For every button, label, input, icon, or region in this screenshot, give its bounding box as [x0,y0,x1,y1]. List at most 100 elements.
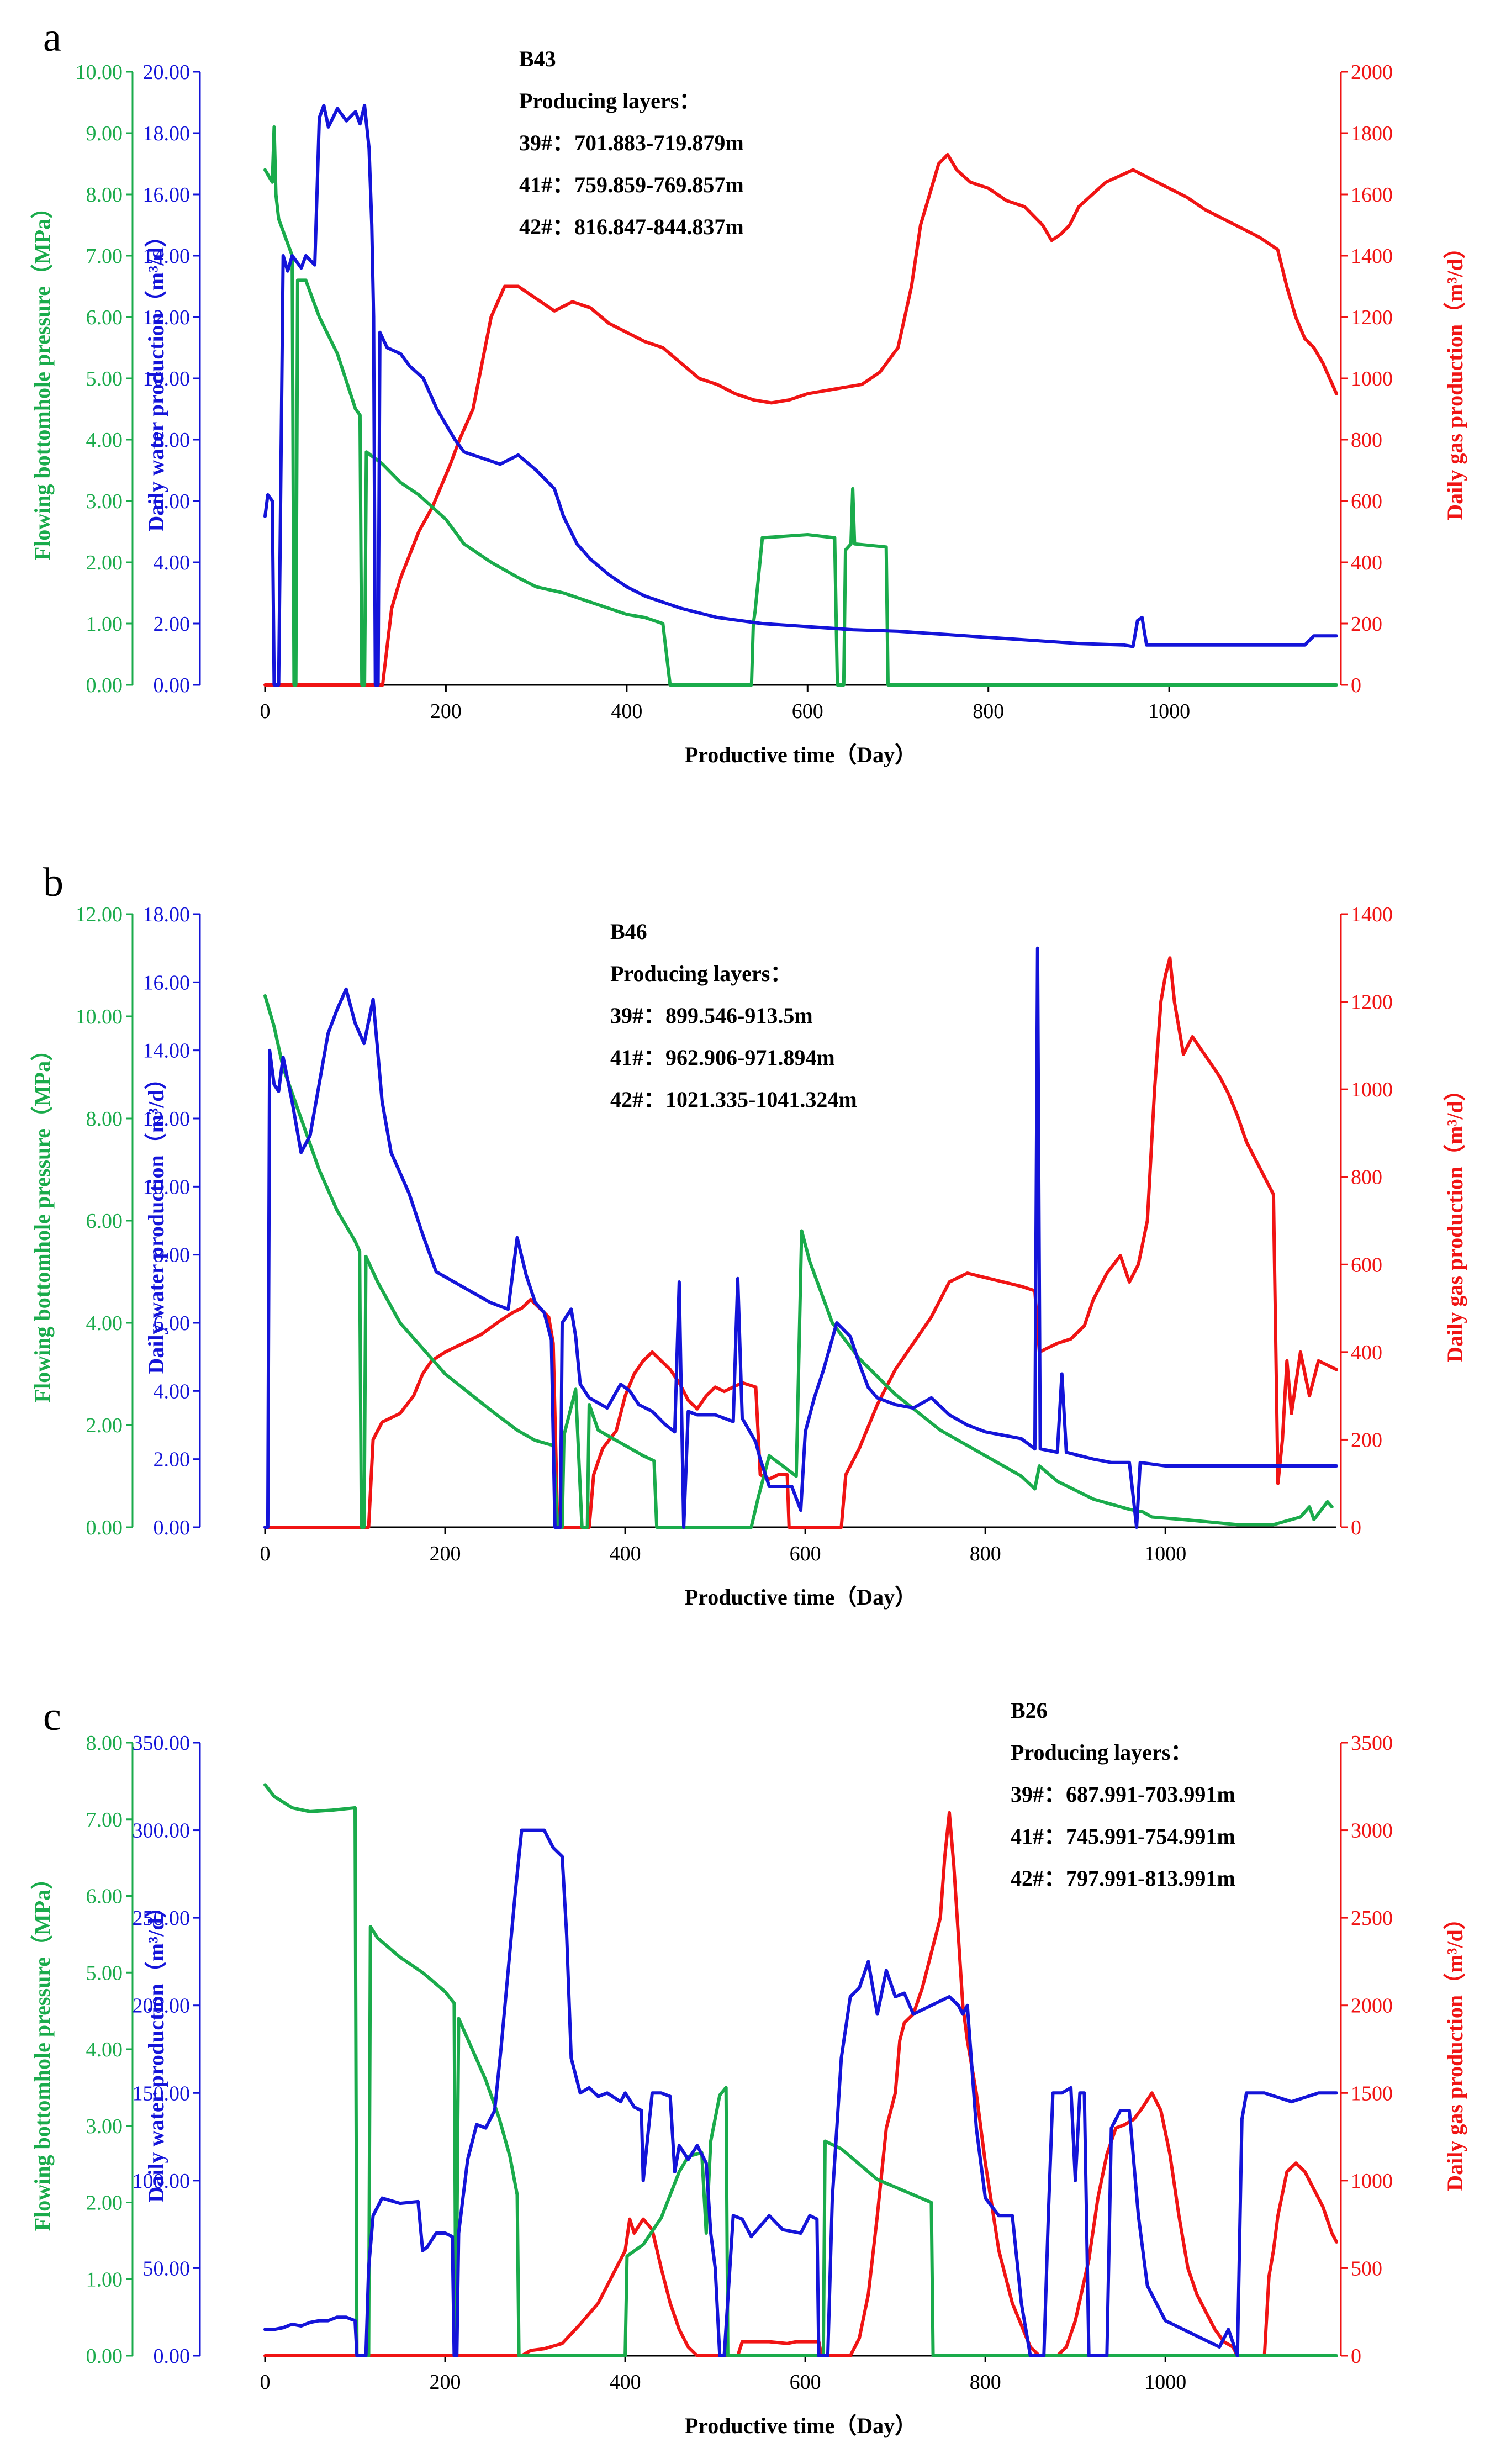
x-tick-label: 600 [790,1542,821,1565]
water-tick-label: 300.00 [133,1819,191,1843]
producing-layers-title: Producing layers： [1011,1740,1192,1765]
water-tick-label: 6.00 [154,1312,191,1335]
pressure-tick-label: 7.00 [86,1808,123,1832]
water-tick-label: 12.00 [143,1107,191,1131]
gas-tick-label: 200 [1351,613,1382,636]
gas-tick-label: 500 [1351,2257,1382,2280]
gas-tick-label: 2000 [1351,61,1393,84]
water-series-line [263,1828,1338,2357]
producing-layer: 42#：797.991-813.991m [1011,1866,1235,1891]
x-tick-label: 1000 [1148,700,1190,723]
producing-layer: 39#：701.883-719.879m [519,130,744,155]
well-annotation: B43 Producing layers： 39#：701.883-719.879m… [519,46,744,239]
x-axis: 0 200 400 600 800 1000 Productive time（Day） [260,2355,1336,2438]
gas-tick-label: 3000 [1351,1819,1393,1843]
x-axis: 0 200 400 600 800 1000 Productive time（Day） [260,684,1336,767]
gas-tick-label: 0 [1351,1516,1361,1539]
pressure-tick-label: 4.00 [86,1312,123,1335]
x-axis-title: Productive time（Day） [685,2413,917,2438]
producing-layer: 41#：759.859-769.857m [519,172,744,197]
pressure-tick-label: 8.00 [86,183,123,207]
x-tick-label: 400 [610,2371,641,2394]
x-tick-label: 800 [970,1542,1001,1565]
pressure-tick-label: 10.00 [76,61,123,84]
water-tick-label: 100.00 [133,2170,191,2193]
pressure-tick-label: 6.00 [86,306,123,329]
producing-layer: 41#：745.991-754.991m [1011,1824,1235,1849]
water-series-line [263,104,1338,687]
gas-axis: 0 200 400 600 800 1000 1200 1400 Daily gas produ… [1340,903,1467,1539]
gas-tick-label: 1200 [1351,991,1393,1014]
water-tick-label: 150.00 [133,2082,191,2105]
panel-letter: a [43,15,61,60]
water-tick-label: 16.00 [143,971,191,994]
water-tick-label: 18.00 [143,903,191,926]
pressure-axis-title: Flowing bottomhole pressure（MPa） [30,1039,55,1403]
water-tick-label: 8.00 [154,1244,191,1267]
water-axis: 0.00 2.00 4.00 6.00 8.00 10.00 12.00 14.00 16.00… [143,903,201,1539]
gas-tick-label: 400 [1351,1341,1382,1364]
water-tick-label: 18.00 [143,122,191,145]
pressure-tick-label: 12.00 [76,903,123,926]
gas-axis-title: Daily gas production（m³/d） [1442,1907,1467,2191]
gas-tick-label: 800 [1351,429,1382,452]
pressure-tick-label: 3.00 [86,490,123,513]
water-axis-title: Daily water production（m³/d） [144,225,168,532]
water-tick-label: 0.00 [154,2345,191,2368]
pressure-axis: 0.00 2.00 4.00 6.00 8.00 10.00 12.00 Flowing bo… [30,903,134,1539]
gas-tick-label: 0 [1351,2345,1361,2368]
gas-tick-label: 0 [1351,674,1361,697]
pressure-tick-label: 1.00 [86,2268,123,2291]
water-tick-label: 350.00 [133,1732,191,1755]
gas-tick-label: 2500 [1351,1907,1393,1930]
x-tick-label: 400 [610,1542,641,1565]
x-tick-label: 0 [260,2371,271,2394]
pressure-tick-label: 5.00 [86,367,123,391]
water-axis: 0.00 2.00 4.00 6.00 8.00 10.00 12.00 14.00 16.00… [143,61,201,697]
gas-tick-label: 1200 [1351,306,1393,329]
water-tick-label: 4.00 [154,551,191,574]
water-tick-label: 14.00 [143,245,191,268]
gas-tick-label: 1600 [1351,183,1393,207]
x-tick-label: 800 [970,2371,1001,2394]
pressure-axis: 0.00 1.00 2.00 3.00 4.00 5.00 6.00 7.00 8.00 9.00… [30,61,134,697]
panel-letter: c [43,1694,61,1739]
x-axis-title: Productive time（Day） [685,1585,917,1610]
gas-tick-label: 1500 [1351,2082,1393,2105]
x-tick-label: 0 [260,700,271,723]
pressure-tick-label: 2.00 [86,1414,123,1437]
gas-tick-label: 1000 [1351,2170,1393,2193]
x-tick-label: 400 [611,700,642,723]
pressure-tick-label: 4.00 [86,2038,123,2061]
x-tick-label: 200 [430,700,462,723]
panel-letter: b [43,860,64,905]
pressure-series-line [263,994,1334,1529]
pressure-tick-label: 3.00 [86,2115,123,2138]
water-tick-label: 0.00 [154,674,191,697]
x-axis-title: Productive time（Day） [685,742,917,767]
x-tick-label: 200 [430,2371,461,2394]
x-tick-label: 600 [790,2371,821,2394]
pressure-axis-title: Flowing bottomhole pressure（MPa） [30,1867,55,2231]
gas-tick-label: 1800 [1351,122,1393,145]
water-series-line [263,946,1338,1529]
x-tick-label: 1000 [1144,1542,1186,1565]
producing-layers-title: Producing layers： [519,88,701,113]
pressure-tick-label: 2.00 [86,551,123,574]
well-name: B46 [610,919,647,944]
pressure-tick-label: 0.00 [86,674,123,697]
gas-tick-label: 200 [1351,1428,1382,1452]
x-tick-label: 0 [260,1542,271,1565]
gas-axis: 0 200 400 600 800 1000 1200 1400 1600 1800 2000 Dai… [1340,61,1467,697]
water-tick-label: 20.00 [143,61,191,84]
x-tick-label: 1000 [1144,2371,1186,2394]
pressure-series-line [263,125,1338,687]
pressure-tick-label: 7.00 [86,245,123,268]
well-name: B43 [519,46,556,71]
gas-tick-label: 1400 [1351,903,1393,926]
water-axis-title: Daily water production（m³/d） [144,1068,168,1374]
chart-panel-a: a 0.00 1.00 2.00 3.00 4.00 5.00 6.00 7.00 8.00 9.0… [30,15,1467,767]
pressure-tick-label: 6.00 [86,1885,123,1908]
gas-tick-label: 1000 [1351,367,1393,391]
